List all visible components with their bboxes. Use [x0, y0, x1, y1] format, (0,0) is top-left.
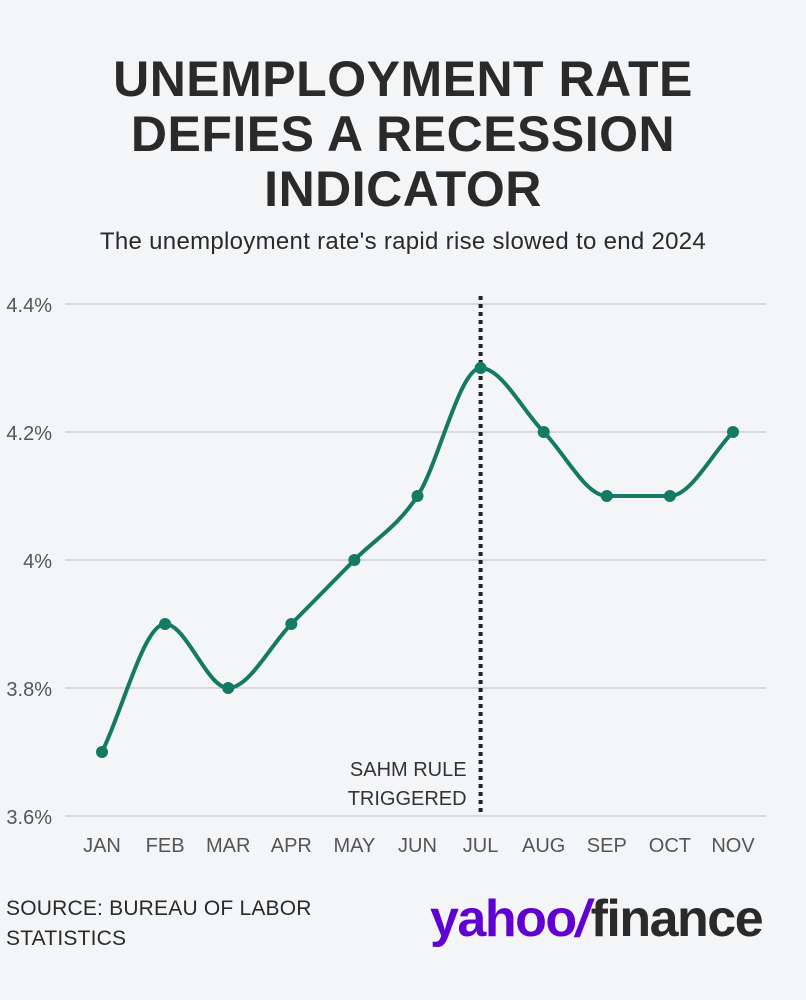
x-tick-label: JAN [83, 835, 121, 857]
data-point [411, 490, 424, 502]
y-tick-label: 3.6% [6, 807, 52, 829]
title-line-2: DEFIES A RECESSION [130, 106, 676, 162]
data-point [159, 618, 172, 630]
yahoo-finance-logo: yahoo/finance [430, 888, 764, 950]
data-point [727, 426, 739, 438]
y-tick-label: 4% [23, 551, 52, 573]
source-line-1: SOURCE: BUREAU OF LABOR [6, 897, 312, 920]
annotation-label: TRIGGERED [348, 788, 467, 810]
data-point [348, 554, 361, 566]
logo-yahoo: yahoo [430, 890, 577, 948]
x-tick-label: SEP [587, 835, 627, 857]
data-point [474, 362, 487, 374]
data-point [537, 426, 550, 438]
data-point [600, 490, 613, 502]
x-tick-label: NOV [711, 835, 755, 857]
x-tick-label: MAY [333, 835, 375, 857]
logo-finance: finance [590, 890, 764, 948]
data-point [222, 682, 235, 694]
annotation-label: SAHM RULE [350, 759, 467, 781]
source-note: SOURCE: BUREAU OF LABOR STATISTICS [6, 894, 346, 954]
title-line-1: UNEMPLOYMENT RATE [113, 51, 693, 107]
y-tick-label: 3.8% [6, 679, 52, 701]
logo-slash: / [575, 890, 590, 948]
x-tick-label: FEB [146, 835, 185, 857]
title-line-3: INDICATOR [264, 161, 542, 217]
x-tick-label: APR [271, 835, 312, 857]
chart-subtitle: The unemployment rate's rapid rise slowe… [99, 228, 707, 255]
y-tick-label: 4.2% [6, 423, 52, 445]
x-tick-label: OCT [649, 835, 691, 857]
data-point [285, 618, 298, 630]
data-point [663, 490, 676, 502]
data-point [96, 746, 108, 758]
y-tick-label: 4.4% [6, 295, 52, 317]
source-line-2: STATISTICS [6, 927, 127, 950]
chart-title: UNEMPLOYMENT RATE DEFIES A RECESSION IND… [40, 52, 766, 217]
x-tick-label: AUG [522, 835, 565, 857]
x-tick-label: JUL [463, 835, 499, 857]
x-tick-label: JUN [398, 835, 437, 857]
x-tick-label: MAR [206, 835, 250, 857]
